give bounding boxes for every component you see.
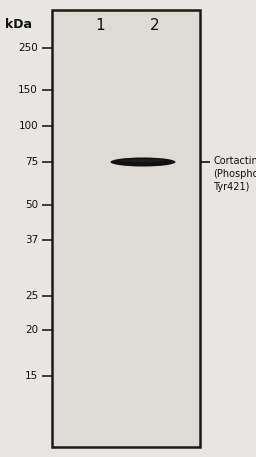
Text: 37: 37 bbox=[25, 235, 38, 245]
Text: 250: 250 bbox=[18, 43, 38, 53]
Text: 150: 150 bbox=[18, 85, 38, 95]
Text: 20: 20 bbox=[25, 325, 38, 335]
Text: Cortactin
(Phospho-
Tyr421): Cortactin (Phospho- Tyr421) bbox=[213, 156, 256, 191]
Ellipse shape bbox=[111, 158, 176, 166]
Text: 100: 100 bbox=[18, 121, 38, 131]
Text: kDa: kDa bbox=[5, 18, 32, 31]
Ellipse shape bbox=[120, 159, 166, 162]
Text: 15: 15 bbox=[25, 371, 38, 381]
Bar bbox=[52, 10, 200, 447]
Text: 25: 25 bbox=[25, 291, 38, 301]
Text: 2: 2 bbox=[150, 18, 160, 33]
Text: 50: 50 bbox=[25, 200, 38, 210]
Text: 75: 75 bbox=[25, 157, 38, 167]
Text: 1: 1 bbox=[95, 18, 105, 33]
